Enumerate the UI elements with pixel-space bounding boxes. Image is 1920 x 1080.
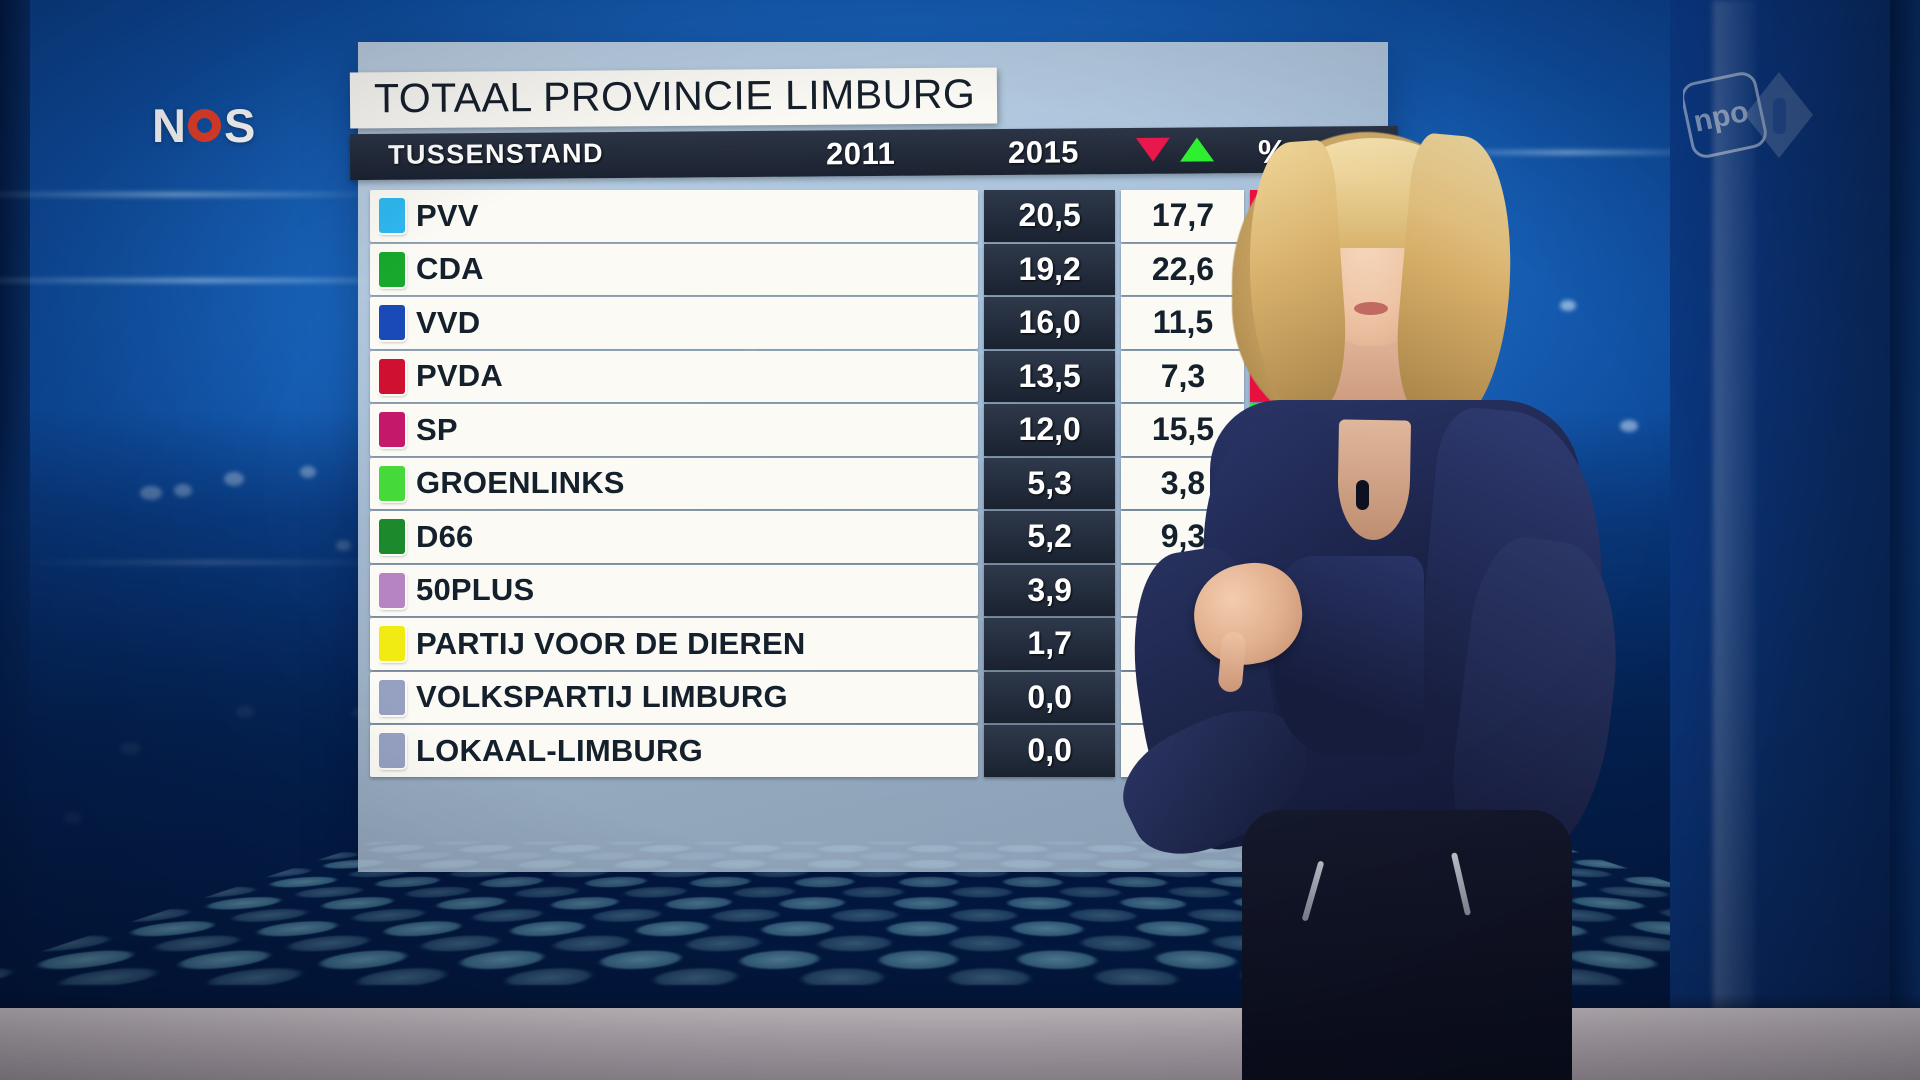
party-color-swatch-icon [379,251,405,287]
party-cell: CDA [370,243,978,295]
value-2011: 5,2 [983,511,1116,563]
party-cell: LOKAAL-LIMBURG [370,725,978,777]
value-2015: 17,7 [1121,190,1245,242]
light-streak [1420,150,1720,155]
news-presenter [1105,120,1740,1080]
presenter-lips [1354,302,1388,315]
presenter-trousers [1242,810,1572,1080]
value-2011: 0,0 [983,725,1116,777]
party-cell: 50PLUS [370,564,978,616]
value-2011: 16,0 [983,297,1116,349]
value-2011: 13,5 [983,350,1116,402]
party-cell: GROENLINKS [370,457,978,509]
party-name: PVV [416,197,479,233]
graphic-title-bar: TOTAAL PROVINCIE LIMBURG [349,67,998,129]
party-name: VVD [416,304,481,340]
light-streak [0,192,390,197]
party-cell: VVD [370,297,978,349]
page-title: TOTAAL PROVINCIE LIMBURG [373,70,976,122]
studio-pillar-right [1890,0,1920,1080]
party-color-swatch-icon [379,679,405,715]
bokeh-dot [1560,300,1576,311]
npo-logo-frame [1683,72,1767,158]
value-2011: 0,0 [983,671,1116,723]
party-cell: PVDA [370,350,978,402]
column-header-2015: 2015 [1007,134,1080,170]
party-cell: VOLKSPARTIJ LIMBURG [370,671,978,723]
party-name: D66 [416,518,474,554]
value-2015: 22,6 [1121,243,1245,295]
party-name: GROENLINKS [416,465,625,501]
presenter-sleeve-over-chart [1274,556,1424,756]
value-2015: 7,3 [1121,350,1245,402]
party-color-swatch-icon [379,198,405,234]
presenter-lapel-microphone [1356,480,1369,510]
nos-logo-s: S [223,99,255,152]
nos-logo-n: N [152,99,186,152]
value-2015: 11,5 [1121,297,1245,349]
nos-ring-icon [187,109,221,142]
party-cell: SP [370,404,978,456]
party-color-swatch-icon [379,412,405,448]
party-color-swatch-icon [379,305,405,341]
value-2011: 20,5 [983,190,1116,242]
party-name: PARTIJ VOOR DE DIEREN [416,625,806,661]
value-2011: 1,7 [983,618,1116,670]
npo-logo: npo [1683,72,1813,158]
party-name: 50PLUS [416,572,535,608]
value-2011: 5,3 [983,457,1116,509]
studio-wall-right [1670,0,1920,1080]
value-2011: 3,9 [983,564,1116,616]
party-color-swatch-icon [379,519,405,555]
studio-plinth [0,1008,1920,1080]
column-header-2011: 2011 [825,135,896,172]
value-2011: 19,2 [983,243,1116,295]
light-streak [0,278,460,283]
party-name: CDA [416,251,484,287]
studio-light-strip [1713,0,1755,1080]
presenter-hand-occlusion [1182,555,1424,756]
party-color-swatch-icon [379,733,405,769]
npo-bar-icon [1773,98,1786,134]
triangle-down-icon [1135,137,1171,162]
status-badge: TUSSENSTAND [387,138,605,170]
party-color-swatch-icon [379,572,405,608]
party-name: LOKAAL-LIMBURG [416,732,703,768]
value-2011: 12,0 [983,404,1116,456]
npo-diamond-icon [1745,72,1813,158]
nos-logo: N S [152,98,255,153]
party-color-swatch-icon [379,626,405,662]
party-cell: PVV [370,190,978,242]
party-cell: PARTIJ VOOR DE DIEREN [370,618,978,670]
party-name: VOLKSPARTIJ LIMBURG [416,679,788,715]
presenter-finger [1217,631,1247,693]
party-name: PVDA [416,358,503,394]
party-cell: D66 [370,511,978,563]
party-color-swatch-icon [379,465,405,501]
party-color-swatch-icon [379,358,405,394]
party-name: SP [416,411,458,447]
